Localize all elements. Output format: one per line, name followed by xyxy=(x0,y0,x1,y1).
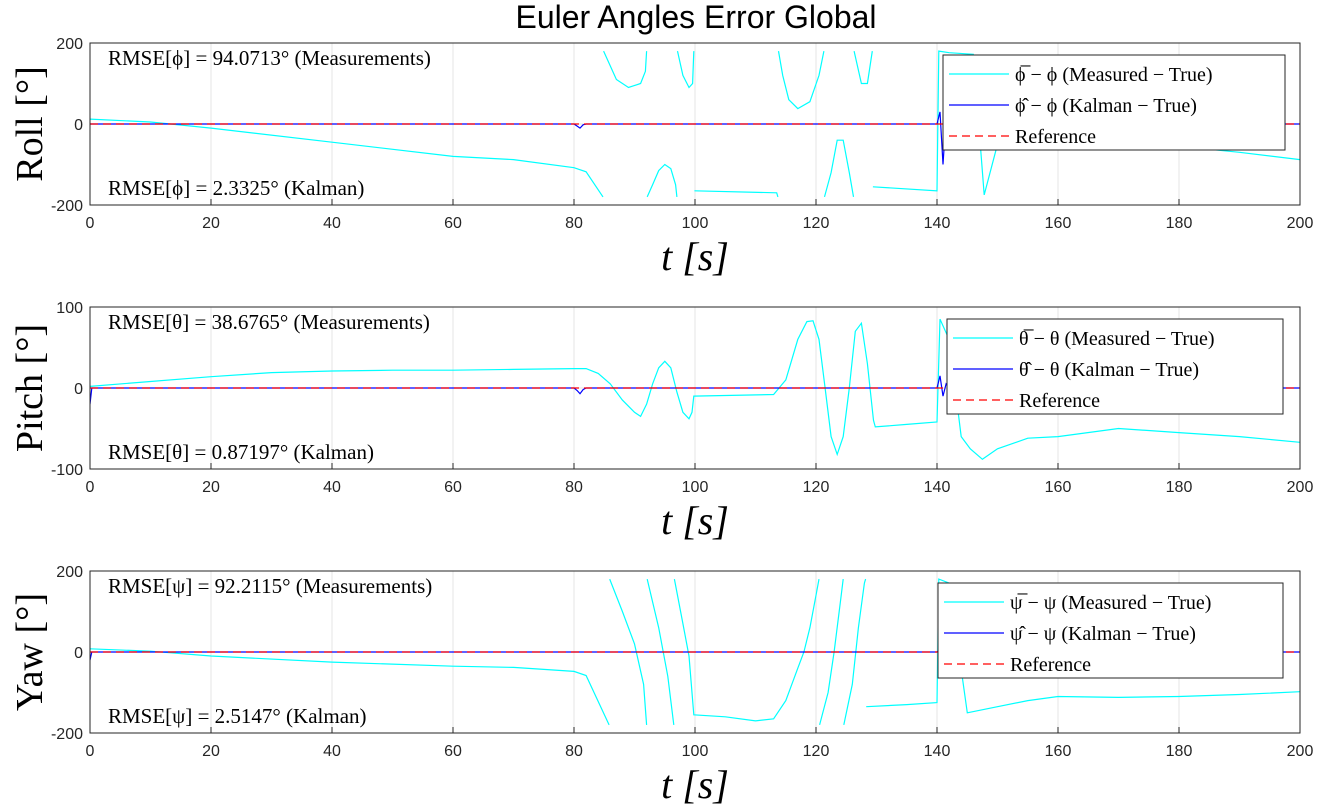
x-tick-label: 20 xyxy=(202,479,220,496)
rmse-measurements-annotation: RMSE[ψ] = 92.2115° (Measurements) xyxy=(108,574,432,598)
x-tick-label: 200 xyxy=(1287,479,1314,496)
legend-entry: ψ̅ − ψ (Measured − True) xyxy=(1010,592,1211,614)
rmse-measurements-annotation: RMSE[ϕ] = 94.0713° (Measurements) xyxy=(108,46,431,70)
x-tick-label: 80 xyxy=(565,215,583,232)
legend-entry: θ̅ − θ (Measured − True) xyxy=(1019,328,1215,350)
x-tick-label: 160 xyxy=(1045,479,1072,496)
legend-box xyxy=(946,318,1284,415)
x-tick-label: 180 xyxy=(1166,215,1193,232)
axes-box xyxy=(89,306,1301,470)
x-tick-label: 120 xyxy=(803,215,830,232)
x-axis-label: t [s] xyxy=(661,498,729,543)
y-tick-label: -200 xyxy=(51,726,83,743)
x-tick-label: 80 xyxy=(565,743,583,760)
x-tick-label: 100 xyxy=(682,479,709,496)
legend-box xyxy=(937,582,1284,679)
legend: θ̅ − θ (Measured − True) θ̂ − θ (Kalman −… xyxy=(946,318,1284,415)
x-axis-label: t [s] xyxy=(661,762,729,807)
x-tick-label: 20 xyxy=(202,215,220,232)
axes-box xyxy=(89,42,1301,206)
legend-entry: Reference xyxy=(1015,126,1096,148)
x-tick-label: 60 xyxy=(444,215,462,232)
legend-entry: ϕ̂ − ϕ (Kalman − True) xyxy=(1015,95,1197,117)
x-tick-label: 100 xyxy=(682,743,709,760)
y-axis-label: Roll [°] xyxy=(9,66,51,181)
rmse-kalman-annotation: RMSE[θ] = 0.87197° (Kalman) xyxy=(108,440,374,464)
series-line-1 xyxy=(90,318,1300,461)
y-tick-label: 100 xyxy=(56,300,83,317)
x-tick-label: 120 xyxy=(803,743,830,760)
x-tick-label: 180 xyxy=(1166,479,1193,496)
legend-entry: Reference xyxy=(1010,654,1091,676)
legend: ϕ̅ − ϕ (Measured − True) ϕ̂ − ϕ (Kalman −… xyxy=(942,54,1286,151)
x-tick-label: 40 xyxy=(323,479,341,496)
figure-title: Euler Angles Error Global xyxy=(515,0,876,35)
x-tick-label: 100 xyxy=(682,215,709,232)
legend-entry: ψ̂ − ψ (Kalman − True) xyxy=(1010,623,1196,645)
subplot-1: 0 20 40 60 80 100 120 140 160 180 200-2000200RMSE[… xyxy=(9,36,1313,279)
x-tick-label: 60 xyxy=(444,743,462,760)
x-tick-label: 140 xyxy=(924,479,951,496)
y-tick-label: 200 xyxy=(56,564,83,581)
legend: ψ̅ − ψ (Measured − True) ψ̂ − ψ (Kalman −… xyxy=(937,582,1284,679)
x-tick-label: 140 xyxy=(924,215,951,232)
y-tick-label: -200 xyxy=(51,198,83,215)
x-tick-label: 0 xyxy=(86,743,95,760)
y-axis-label: Pitch [°] xyxy=(9,324,51,452)
subplot-2: 0 20 40 60 80 100 120 140 160 180 200-1000100RMSE[… xyxy=(9,300,1313,543)
x-tick-label: 120 xyxy=(803,479,830,496)
x-tick-label: 200 xyxy=(1287,743,1314,760)
legend-entry: θ̂ − θ (Kalman − True) xyxy=(1019,359,1199,381)
rmse-measurements-annotation: RMSE[θ] = 38.6765° (Measurements) xyxy=(108,310,430,334)
rmse-kalman-annotation: RMSE[ψ] = 2.5147° (Kalman) xyxy=(108,704,367,728)
x-tick-label: 160 xyxy=(1045,215,1072,232)
subplot-3: 0 20 40 60 80 100 120 140 160 180 200-2000200RMSE[… xyxy=(9,564,1313,807)
y-tick-label: 0 xyxy=(74,117,83,134)
axes-box xyxy=(89,570,1301,734)
x-tick-label: 80 xyxy=(565,479,583,496)
y-tick-label: -100 xyxy=(51,462,83,479)
x-tick-label: 0 xyxy=(86,479,95,496)
legend-entry: Reference xyxy=(1019,390,1100,412)
legend-entry: ϕ̅ − ϕ (Measured − True) xyxy=(1015,64,1212,86)
x-tick-label: 0 xyxy=(86,215,95,232)
y-tick-label: 200 xyxy=(56,36,83,53)
y-tick-label: 0 xyxy=(74,381,83,398)
x-tick-label: 140 xyxy=(924,743,951,760)
y-tick-label: 0 xyxy=(74,645,83,662)
x-tick-label: 180 xyxy=(1166,743,1193,760)
x-tick-label: 200 xyxy=(1287,215,1314,232)
x-axis-label: t [s] xyxy=(661,234,729,279)
x-tick-label: 40 xyxy=(323,215,341,232)
x-tick-label: 40 xyxy=(323,743,341,760)
y-axis-label: Yaw [°] xyxy=(9,593,51,711)
x-tick-label: 20 xyxy=(202,743,220,760)
legend-box xyxy=(942,54,1286,151)
x-tick-label: 160 xyxy=(1045,743,1072,760)
x-tick-label: 60 xyxy=(444,479,462,496)
rmse-kalman-annotation: RMSE[ϕ] = 2.3325° (Kalman) xyxy=(108,176,364,200)
